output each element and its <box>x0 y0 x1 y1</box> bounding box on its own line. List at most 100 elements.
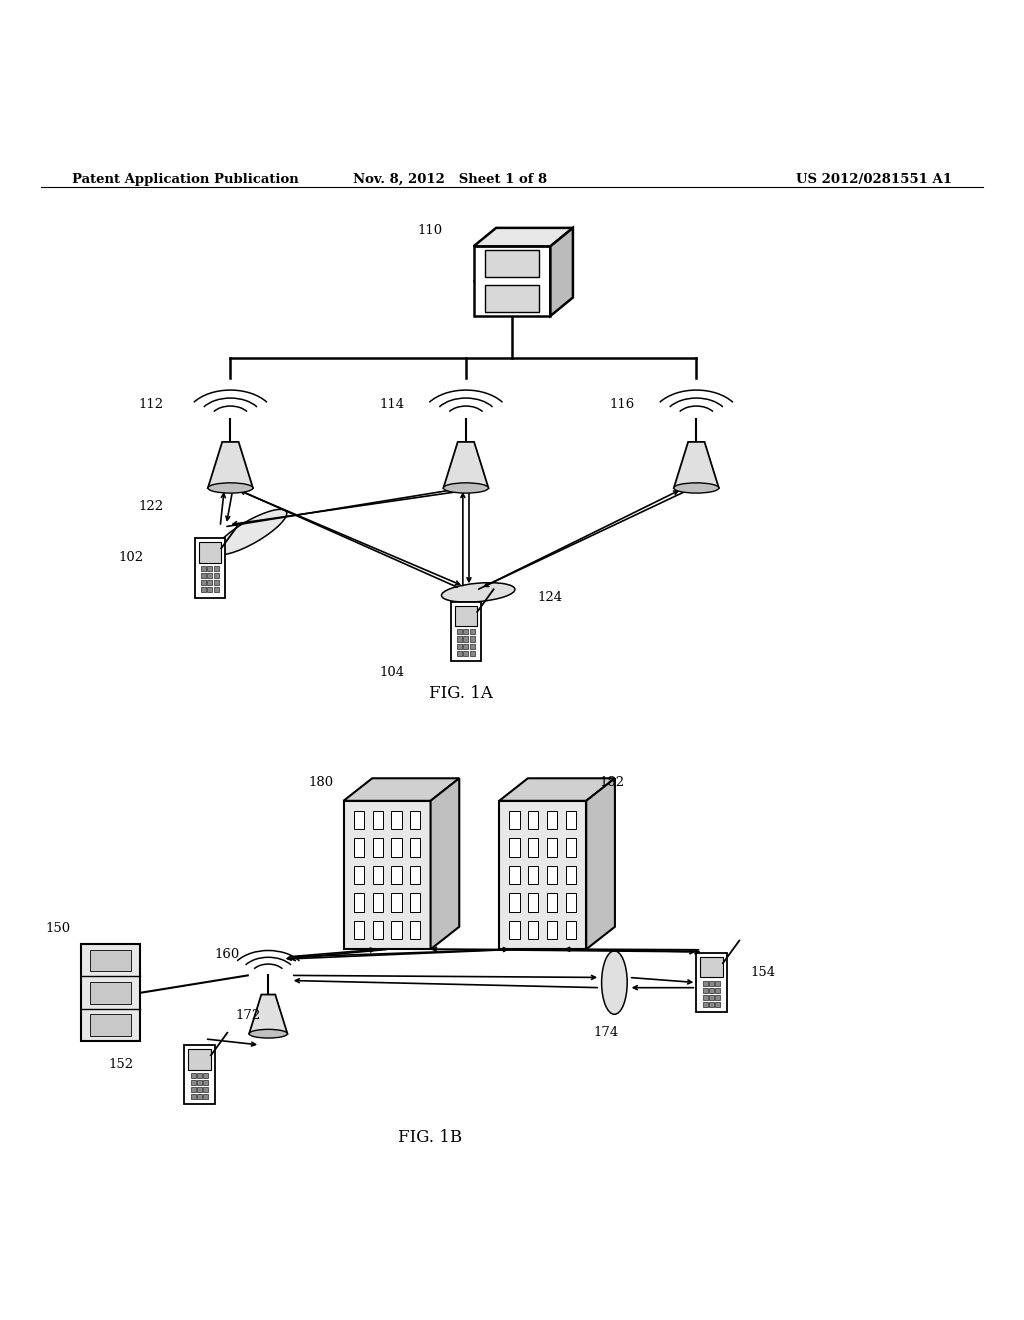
Bar <box>709 1002 715 1007</box>
Bar <box>213 587 219 593</box>
Polygon shape <box>249 994 288 1034</box>
Bar <box>715 1002 721 1007</box>
Bar <box>184 1045 215 1105</box>
Bar <box>195 539 225 598</box>
Bar <box>528 838 539 857</box>
Polygon shape <box>473 228 573 247</box>
Text: 150: 150 <box>45 923 71 936</box>
Bar <box>203 1094 209 1100</box>
Polygon shape <box>430 779 459 949</box>
Bar <box>469 630 475 635</box>
Text: 152: 152 <box>108 1059 133 1071</box>
Bar <box>410 894 421 912</box>
Bar <box>715 995 721 1001</box>
Bar <box>410 810 421 829</box>
Text: 174: 174 <box>594 1026 618 1039</box>
Bar <box>457 644 463 648</box>
Bar <box>391 866 401 884</box>
Text: FIG. 1B: FIG. 1B <box>398 1129 462 1146</box>
Bar <box>354 810 365 829</box>
Bar <box>197 1086 203 1092</box>
Polygon shape <box>586 779 614 949</box>
Bar <box>528 810 539 829</box>
Bar <box>463 651 469 656</box>
Bar <box>207 587 213 593</box>
Bar <box>207 566 213 572</box>
Bar <box>344 801 431 949</box>
Bar <box>213 573 219 578</box>
Polygon shape <box>344 779 459 801</box>
Bar <box>473 247 551 315</box>
Ellipse shape <box>441 582 515 602</box>
Bar <box>391 810 401 829</box>
Bar <box>391 838 401 857</box>
Bar <box>528 894 539 912</box>
Bar <box>213 566 219 572</box>
Bar <box>410 920 421 939</box>
Bar <box>500 801 586 949</box>
Bar <box>190 1086 197 1092</box>
Bar <box>566 894 577 912</box>
Bar <box>451 602 481 661</box>
Text: 112: 112 <box>138 397 164 411</box>
Text: 124: 124 <box>538 591 563 605</box>
Bar <box>485 285 539 312</box>
Bar <box>190 1094 197 1100</box>
Bar <box>373 866 383 884</box>
Bar <box>702 1002 709 1007</box>
Bar <box>373 920 383 939</box>
Bar <box>510 838 520 857</box>
Text: 182: 182 <box>599 776 625 789</box>
Bar <box>547 920 557 939</box>
Text: 160: 160 <box>214 948 240 961</box>
Bar <box>373 810 383 829</box>
Bar <box>528 920 539 939</box>
Ellipse shape <box>249 1030 288 1038</box>
Bar <box>709 987 715 993</box>
Bar <box>373 838 383 857</box>
Ellipse shape <box>443 483 488 494</box>
Bar <box>566 920 577 939</box>
Bar <box>715 987 721 993</box>
Text: 102: 102 <box>118 552 143 564</box>
Bar <box>207 579 213 585</box>
Bar <box>81 944 140 1041</box>
Bar <box>566 866 577 884</box>
Bar <box>547 810 557 829</box>
Bar <box>510 810 520 829</box>
Bar <box>463 630 469 635</box>
Bar <box>201 573 206 578</box>
Bar <box>201 566 206 572</box>
Ellipse shape <box>215 510 287 554</box>
Bar <box>566 810 577 829</box>
Bar <box>702 995 709 1001</box>
Ellipse shape <box>674 483 719 494</box>
Bar <box>547 866 557 884</box>
Text: Patent Application Publication: Patent Application Publication <box>72 173 298 186</box>
Text: 180: 180 <box>308 776 334 789</box>
Bar <box>702 987 709 993</box>
Bar <box>457 636 463 642</box>
Bar <box>410 866 421 884</box>
Bar <box>566 838 577 857</box>
Bar <box>203 1073 209 1078</box>
Bar <box>547 838 557 857</box>
Bar <box>197 1073 203 1078</box>
Bar <box>485 251 539 277</box>
Bar <box>354 920 365 939</box>
Bar <box>469 644 475 648</box>
Bar <box>203 1086 209 1092</box>
Bar <box>373 894 383 912</box>
Ellipse shape <box>208 483 253 494</box>
Bar <box>213 579 219 585</box>
Text: 110: 110 <box>418 224 442 238</box>
Bar <box>410 838 421 857</box>
Text: Nov. 8, 2012   Sheet 1 of 8: Nov. 8, 2012 Sheet 1 of 8 <box>353 173 548 186</box>
Bar <box>197 1080 203 1085</box>
Bar <box>207 573 213 578</box>
Bar <box>709 981 715 986</box>
Bar <box>715 981 721 986</box>
Bar <box>510 866 520 884</box>
Bar <box>709 995 715 1001</box>
Bar <box>457 651 463 656</box>
